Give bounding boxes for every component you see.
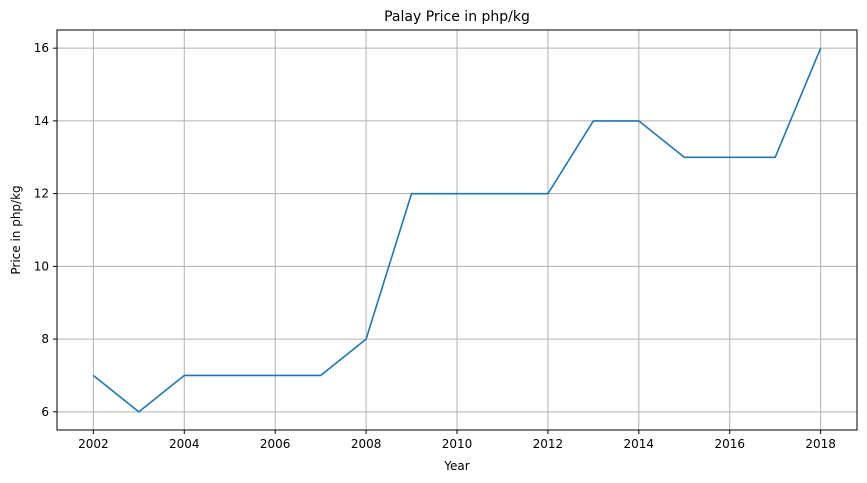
y-tick-label: 6 [41, 405, 49, 419]
x-tick-label: 2018 [805, 437, 836, 451]
x-tick-label: 2010 [442, 437, 473, 451]
x-tick-label: 2006 [260, 437, 291, 451]
x-tick-label: 2002 [78, 437, 109, 451]
series-line [92, 47, 822, 413]
x-tick-label: 2016 [714, 437, 745, 451]
x-tick-label: 2012 [533, 437, 564, 451]
y-tick-label: 10 [34, 259, 49, 273]
y-tick-label: 12 [34, 187, 49, 201]
gridlines [57, 30, 857, 430]
chart-title: Palay Price in php/kg [384, 9, 530, 25]
plot-frame [56, 29, 858, 431]
series-layer [92, 47, 822, 413]
y-axis-label: Price in php/kg [9, 185, 23, 274]
x-tick-label: 2008 [351, 437, 382, 451]
x-axis-label: Year [443, 459, 469, 473]
y-tick-label: 8 [41, 332, 49, 346]
axis-ticks: 2002 2004 2006 2008 2010 2012 2014 2016 2018 6 8 10… [34, 41, 836, 451]
y-tick-label: 14 [34, 114, 49, 128]
y-tick-label: 16 [34, 41, 49, 55]
x-tick-label: 2004 [169, 437, 200, 451]
x-tick-label: 2014 [624, 437, 655, 451]
